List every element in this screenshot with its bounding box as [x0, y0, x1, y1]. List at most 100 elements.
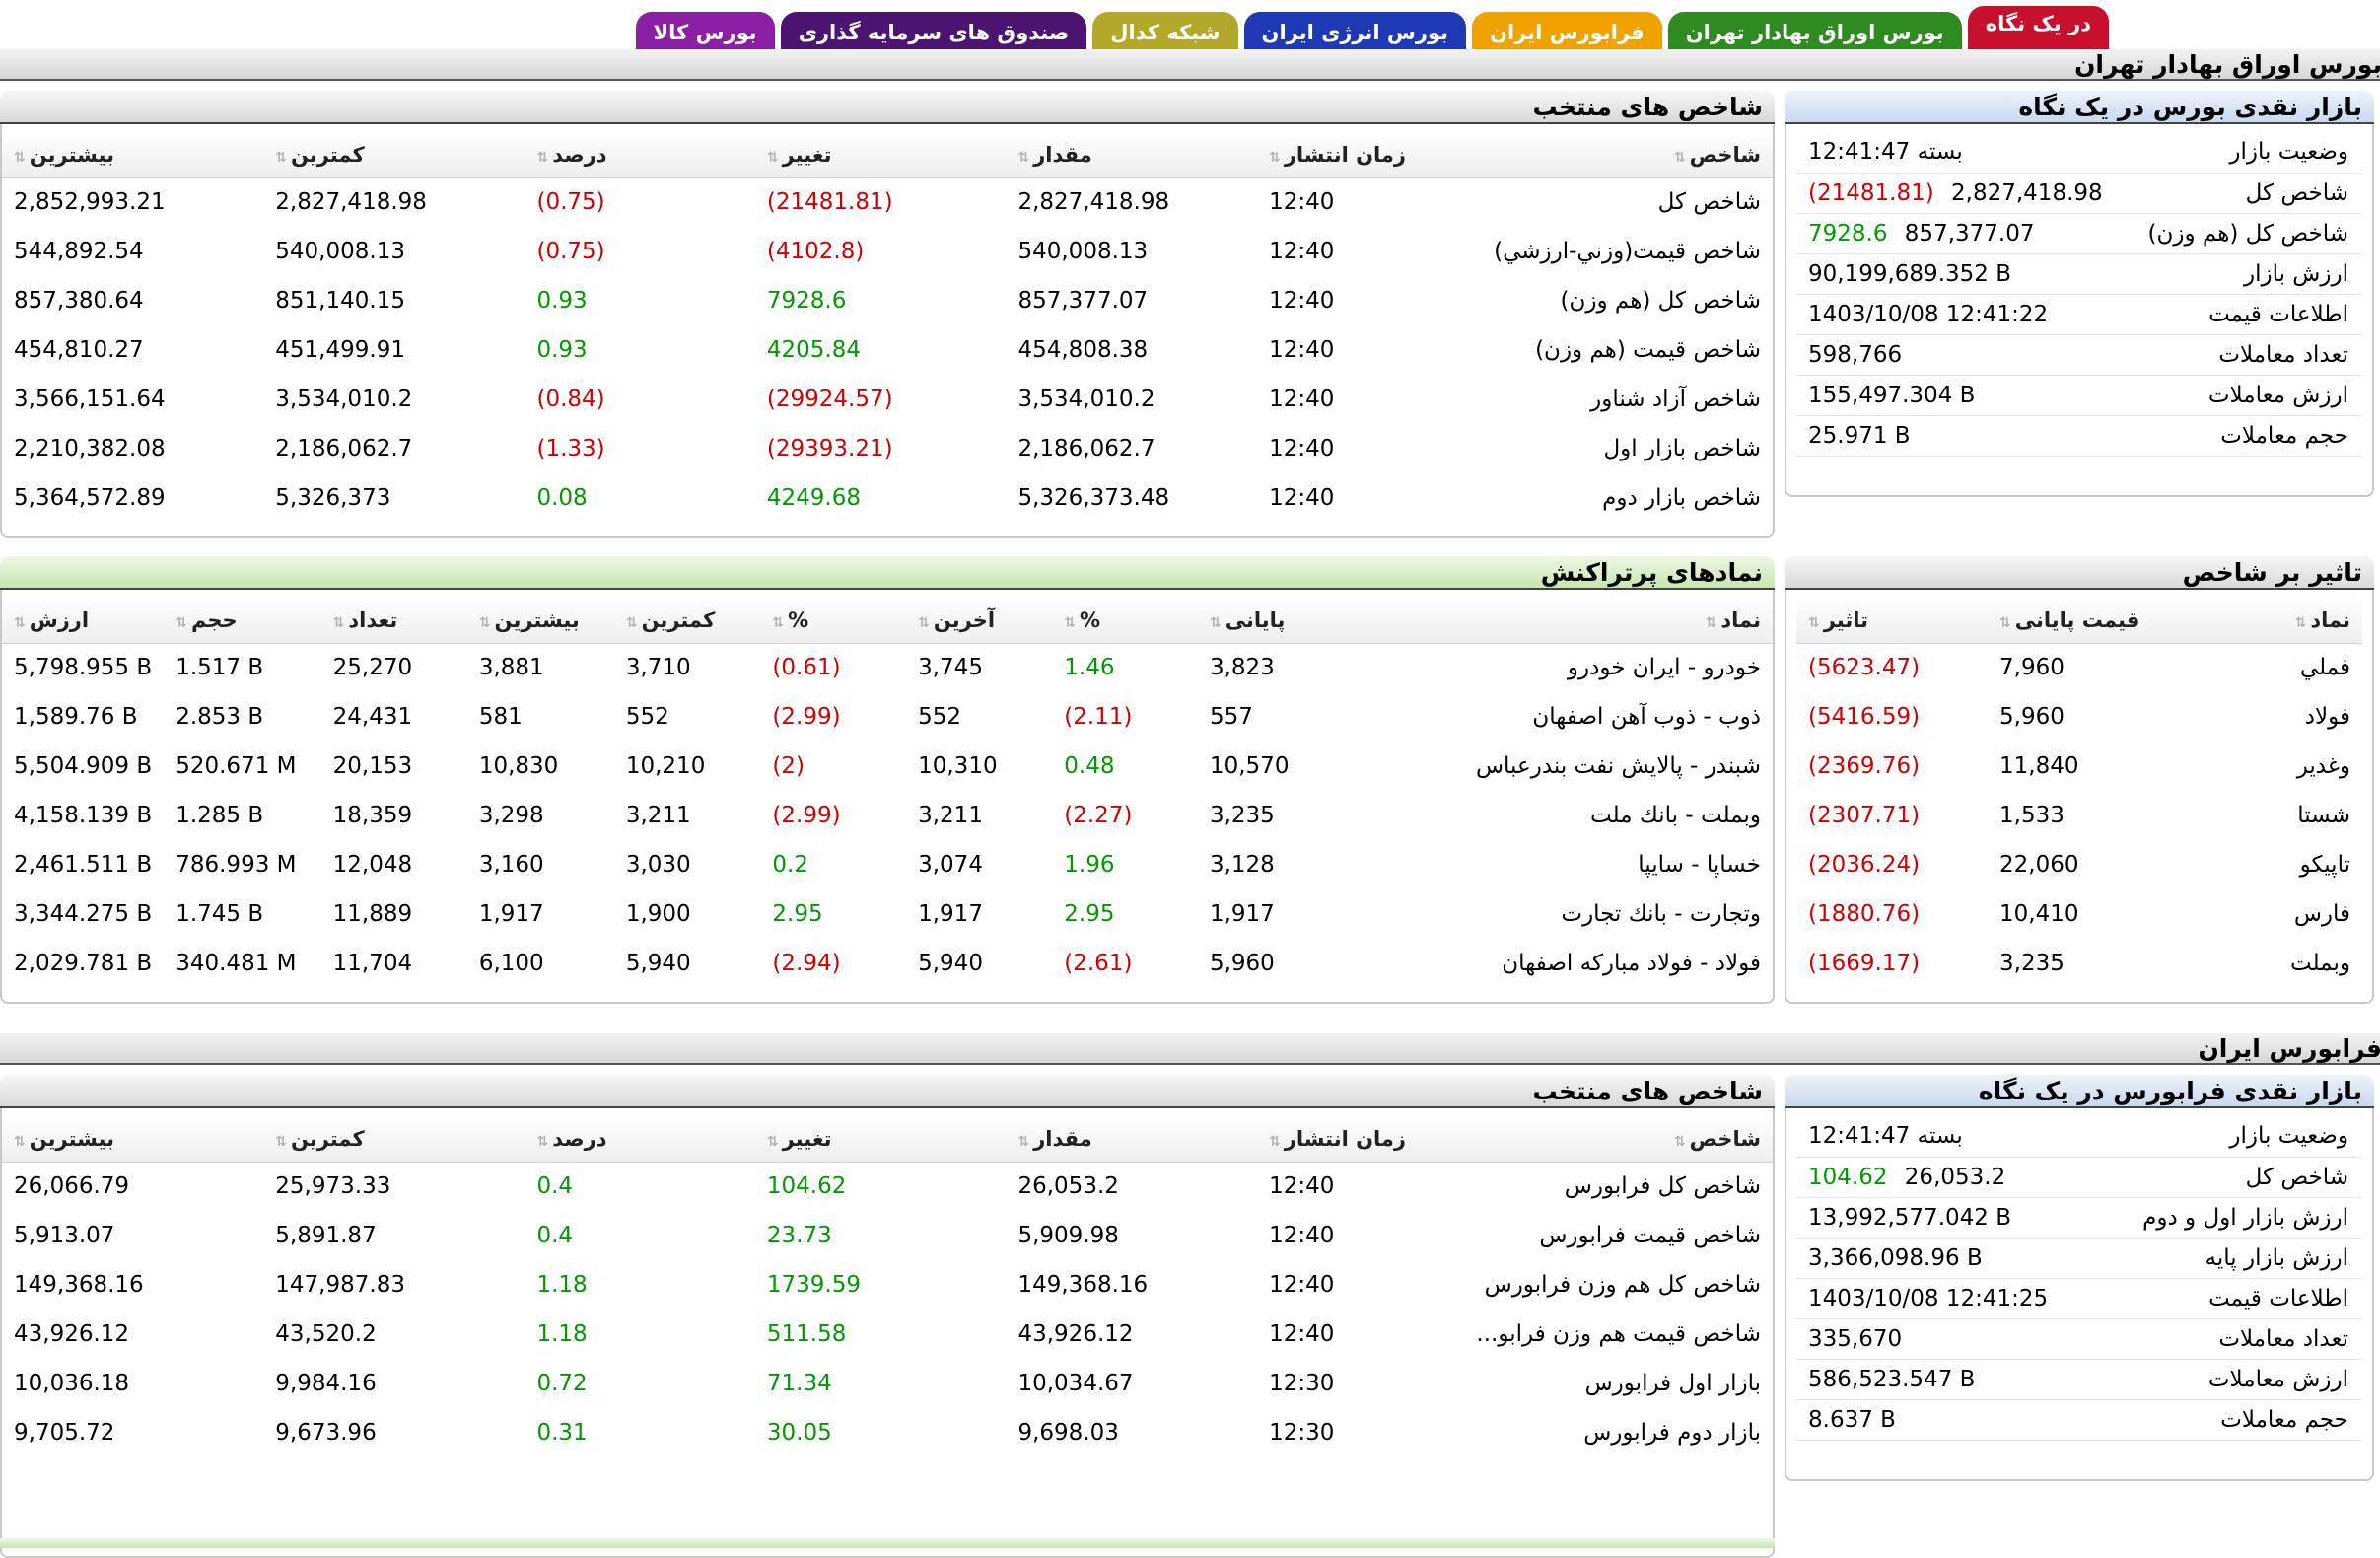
- farabourse-index-col-header[interactable]: شاخص⇅: [1427, 1116, 1773, 1163]
- sort-icon: ⇅: [536, 1133, 549, 1150]
- tab-3[interactable]: بورس انرژی ایران: [1243, 12, 1467, 51]
- farabourse-index-row[interactable]: شاخص كل هم وزن فرابورس 12:40 149,368.16 173…: [2, 1260, 1773, 1310]
- tehran-index-name[interactable]: شاخص كل: [1657, 189, 1761, 216]
- farabourse-index-name[interactable]: شاخص كل فرابورس: [1564, 1173, 1761, 1200]
- active-col-header[interactable]: تعداد⇅: [320, 598, 467, 644]
- impact-row[interactable]: فملي 7,960 (5623.47): [1796, 643, 2362, 692]
- farabourse-index-name[interactable]: شاخص كل هم وزن فرابورس: [1484, 1272, 1761, 1298]
- tehran-index-name[interactable]: شاخص بازار دوم: [1602, 485, 1761, 511]
- impact-row[interactable]: شستا 1,533 (2307.71): [1796, 791, 2362, 840]
- tehran-index-row[interactable]: شاخص قيمت(وزني-ارزشي) 12:40 540,008.13 (410…: [2, 227, 1773, 276]
- tab-6[interactable]: بورس کالا: [635, 12, 775, 51]
- tehran-index-name[interactable]: شاخص قيمت(وزني-ارزشي): [1494, 239, 1761, 264]
- tehran-index-row[interactable]: شاخص كل (هم وزن) 12:40 857,377.07 7928.6 0.9…: [2, 276, 1773, 325]
- farabourse-index-col-header[interactable]: درصد⇅: [525, 1116, 755, 1163]
- tehran-index-name[interactable]: شاخص آزاد شناور: [1590, 387, 1761, 412]
- tehran-index-col-header[interactable]: درصد⇅: [525, 132, 755, 178]
- impact-symbol[interactable]: فارس: [2293, 901, 2350, 927]
- farabourse-index-row[interactable]: بازار دوم فرابورس 12:30 9,698.03 30.05 0.31 9…: [2, 1408, 1773, 1457]
- active-col-header[interactable]: حجم⇅: [164, 598, 321, 644]
- active-row[interactable]: خودرو - ايران خودرو 3,823 1.46 3,745 (0.61) 3…: [2, 643, 1773, 692]
- tehran-index-col-header[interactable]: تغییر⇅: [754, 132, 1007, 178]
- tehran-index-col-header-label: مقدار: [1033, 142, 1092, 167]
- tab-5[interactable]: صندوق های سرمایه گذاری: [780, 12, 1087, 51]
- tehran-index-col-header[interactable]: زمان انتشار⇅: [1257, 132, 1428, 178]
- tehran-index-row[interactable]: شاخص قيمت (هم وزن) 12:40 454,808.38 4205.84…: [2, 325, 1773, 375]
- active-col-header[interactable]: ارزش⇅: [2, 598, 165, 644]
- active-row[interactable]: خساپا - سايپا 3,128 1.96 3,074 0.2 3,030 3,160…: [2, 840, 1773, 889]
- tehran-index-col-header[interactable]: کمترین⇅: [263, 132, 525, 178]
- active-symbol[interactable]: شبندر - پالايش نفت بندرعباس: [1475, 753, 1761, 779]
- tehran-index-row[interactable]: شاخص بازار دوم 12:40 5,326,373.48 4249.68 0.…: [2, 473, 1773, 523]
- farabourse-index-time: 12:40: [1269, 1223, 1335, 1248]
- tehran-index-name[interactable]: شاخص كل (هم وزن): [1560, 288, 1761, 314]
- impact-value: (1880.76): [1808, 901, 1921, 927]
- tehran-index-row[interactable]: شاخص بازار اول 12:40 2,186,062.7 (29393.21)…: [2, 424, 1773, 473]
- impact-col-header[interactable]: نماد⇅: [2165, 598, 2362, 644]
- active-col-header[interactable]: کمترین⇅: [613, 598, 761, 644]
- impact-row[interactable]: فارس 10,410 (1880.76): [1796, 889, 2362, 939]
- active-row[interactable]: ذوب - ذوب آهن اصفهان 557 (2.11) 552 (2.99) 55…: [2, 692, 1773, 742]
- active-col-header[interactable]: بیشترین⇅: [466, 598, 614, 644]
- farabourse-index-row[interactable]: بازار اول فرابورس 12:30 10,034.67 71.34 0.72…: [2, 1359, 1773, 1408]
- impact-row[interactable]: تاپيكو 22,060 (2036.24): [1796, 840, 2362, 889]
- farabourse-index-name[interactable]: بازار دوم فرابورس: [1583, 1420, 1761, 1446]
- active-col-header[interactable]: %⇅: [760, 598, 907, 644]
- tehran-index-row[interactable]: شاخص كل 12:40 2,827,418.98 (21481.81) (0.75)…: [2, 177, 1773, 227]
- active-symbol[interactable]: وتجارت - بانك تجارت: [1561, 901, 1761, 927]
- active-row[interactable]: فولاد - فولاد مباركه اصفهان 5,960 (2.61) 5,…: [2, 939, 1773, 988]
- farabourse-index-row[interactable]: شاخص قيمت هم وزن فرابو... 12:40 43,926.12 5…: [2, 1310, 1773, 1359]
- active-row[interactable]: شبندر - پالايش نفت بندرعباس 10,570 0.48 10,…: [2, 742, 1773, 791]
- tab-0[interactable]: در یک نگاه: [1967, 6, 2109, 51]
- active-col-header[interactable]: پایانی⇅: [1197, 598, 1345, 644]
- active-symbol[interactable]: خساپا - سايپا: [1638, 852, 1761, 878]
- tehran-index-col-header[interactable]: بیشترین⇅: [2, 132, 264, 178]
- farabourse-index-change: 1739.59: [766, 1272, 861, 1298]
- impact-symbol[interactable]: تاپيكو: [2299, 852, 2350, 878]
- farabourse-index-col-header[interactable]: بیشترین⇅: [2, 1116, 264, 1163]
- tehran-index-value: 857,377.07: [1017, 288, 1149, 314]
- active-symbol[interactable]: خودرو - ايران خودرو: [1567, 655, 1761, 681]
- impact-symbol[interactable]: وغدير: [2296, 753, 2350, 779]
- farabourse-index-name[interactable]: شاخص قيمت هم وزن فرابو...: [1476, 1321, 1761, 1347]
- impact-row[interactable]: فولاد 5,960 (5416.59): [1796, 692, 2362, 742]
- impact-col-header[interactable]: قیمت پایانی⇅: [1988, 598, 2165, 644]
- impact-symbol[interactable]: فولاد: [2304, 704, 2350, 730]
- tehran-index-col-header[interactable]: شاخص⇅: [1427, 132, 1773, 178]
- active-close: 5,960: [1209, 951, 1275, 976]
- farabourse-index-col-header[interactable]: کمترین⇅: [263, 1116, 525, 1163]
- tab-2[interactable]: فرابورس ایران: [1472, 12, 1662, 51]
- tehran-index-percent: (0.84): [536, 387, 605, 412]
- impact-symbol[interactable]: وبملت: [2289, 951, 2350, 976]
- active-row[interactable]: وبملت - بانك ملت 3,235 (2.27) 3,211 (2.99) 3,…: [2, 791, 1773, 840]
- farabourse-index-col-header[interactable]: تغییر⇅: [754, 1116, 1007, 1163]
- tab-1[interactable]: بورس اوراق بهادار تهران: [1667, 12, 1962, 51]
- active-symbol[interactable]: فولاد - فولاد مباركه اصفهان: [1502, 951, 1761, 976]
- farabourse-index-row[interactable]: شاخص قيمت فرابورس 12:40 5,909.98 23.73 0.4 5,…: [2, 1211, 1773, 1260]
- farabourse-index-name[interactable]: شاخص قيمت فرابورس: [1539, 1223, 1761, 1248]
- active-row[interactable]: وتجارت - بانك تجارت 1,917 2.95 1,917 2.95 1,9…: [2, 889, 1773, 939]
- farabourse-index-col-header[interactable]: زمان انتشار⇅: [1257, 1116, 1428, 1163]
- tehran-index-name[interactable]: شاخص قيمت (هم وزن): [1535, 337, 1761, 363]
- tehran-index-name[interactable]: شاخص بازار اول: [1603, 436, 1761, 461]
- farabourse-overview-panel: بازار نقدی فرابورس در یک نگاه وضعیت بازا…: [1785, 1075, 2374, 1481]
- active-symbol[interactable]: ذوب - ذوب آهن اصفهان: [1532, 704, 1761, 730]
- impact-symbol[interactable]: شستا: [2297, 803, 2350, 828]
- active-col-header[interactable]: نماد⇅: [1344, 598, 1773, 644]
- active-min: 10,210: [625, 753, 706, 779]
- impact-row[interactable]: وغدير 11,840 (2369.76): [1796, 742, 2362, 791]
- active-col-header[interactable]: آخرین⇅: [906, 598, 1053, 644]
- farabourse-index-name[interactable]: بازار اول فرابورس: [1584, 1371, 1761, 1396]
- impact-col-header[interactable]: تاثیر⇅: [1796, 598, 1988, 644]
- farabourse-index-row[interactable]: شاخص كل فرابورس 12:40 26,053.2 104.62 0.4 25,…: [2, 1162, 1773, 1211]
- tab-4[interactable]: شبکه کدال: [1092, 12, 1238, 51]
- impact-row[interactable]: وبملت 3,235 (1669.17): [1796, 939, 2362, 988]
- farabourse-index-col-header[interactable]: مقدار⇅: [1006, 1116, 1258, 1163]
- impact-symbol[interactable]: فملي: [2299, 655, 2350, 681]
- active-col-header[interactable]: %⇅: [1052, 598, 1198, 644]
- active-value: 5,798.955 B: [14, 655, 153, 681]
- active-symbol[interactable]: وبملت - بانك ملت: [1590, 803, 1761, 828]
- tehran-index-col-header[interactable]: مقدار⇅: [1006, 132, 1258, 178]
- tehran-index-row[interactable]: شاخص آزاد شناور 12:40 3,534,010.2 (29924.57…: [2, 375, 1773, 424]
- impact-panel: تاثیر بر شاخص نماد⇅ قیمت پایانی⇅ تاثیر⇅ فمل…: [1785, 556, 2374, 1004]
